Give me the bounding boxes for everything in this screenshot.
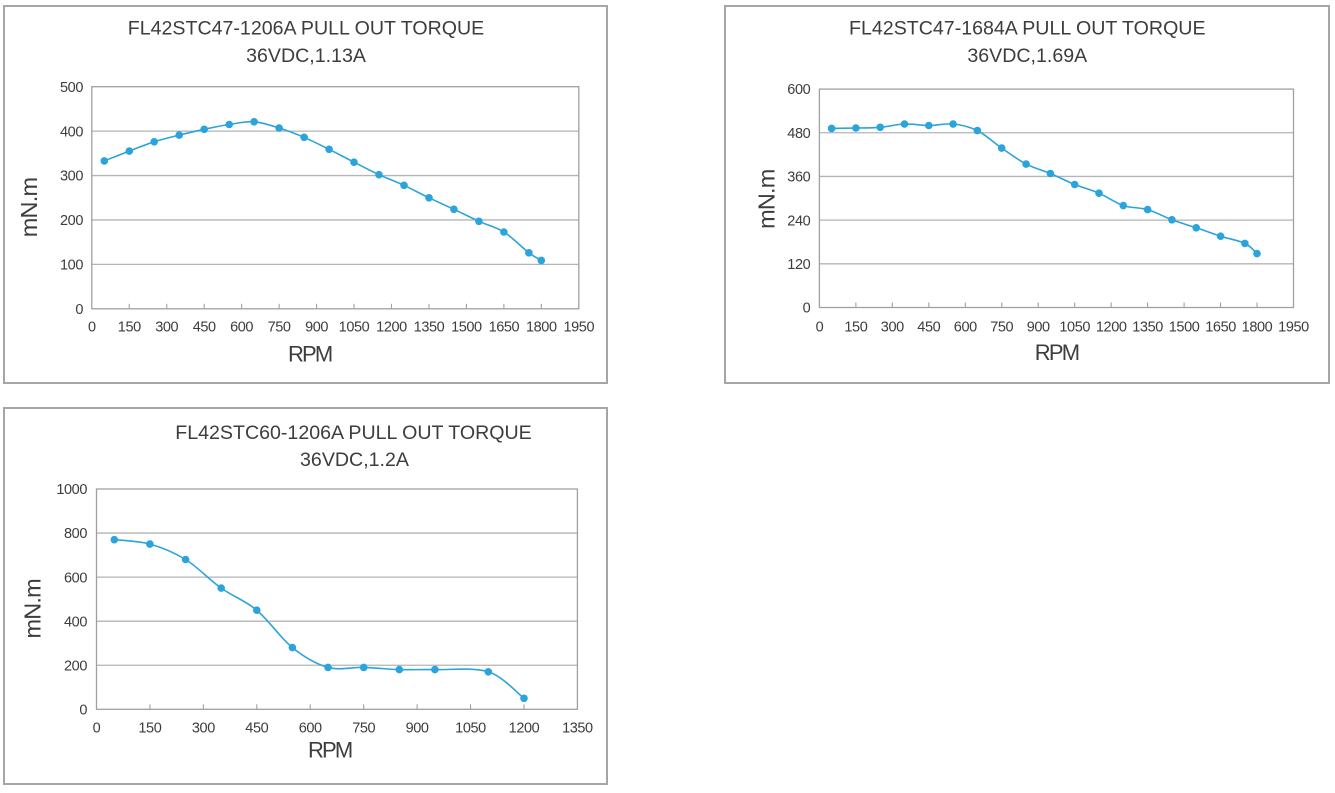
svg-text:mN.m: mN.m <box>20 579 46 639</box>
svg-text:1800: 1800 <box>526 319 557 335</box>
svg-text:0: 0 <box>816 320 824 336</box>
svg-text:150: 150 <box>844 320 867 336</box>
svg-text:600: 600 <box>230 319 253 335</box>
svg-text:600: 600 <box>64 570 87 586</box>
svg-text:1000: 1000 <box>56 482 87 498</box>
svg-text:600: 600 <box>299 720 322 736</box>
svg-text:0: 0 <box>93 720 101 736</box>
svg-text:300: 300 <box>192 720 215 736</box>
svg-text:RPM: RPM <box>288 341 332 366</box>
svg-text:900: 900 <box>406 720 429 736</box>
svg-text:360: 360 <box>787 170 810 186</box>
svg-text:500: 500 <box>60 80 83 96</box>
svg-text:1950: 1950 <box>563 319 594 335</box>
svg-text:450: 450 <box>917 320 940 336</box>
svg-text:120: 120 <box>787 257 810 273</box>
svg-text:1200: 1200 <box>376 319 407 335</box>
svg-text:1050: 1050 <box>1059 320 1090 336</box>
svg-text:400: 400 <box>60 124 83 140</box>
svg-text:1500: 1500 <box>451 319 482 335</box>
svg-text:1350: 1350 <box>1132 320 1163 336</box>
svg-text:300: 300 <box>60 169 83 185</box>
svg-text:750: 750 <box>268 319 291 335</box>
svg-text:0: 0 <box>803 301 811 317</box>
svg-text:mN.m: mN.m <box>16 178 42 238</box>
svg-text:800: 800 <box>64 526 87 542</box>
svg-text:RPM: RPM <box>308 738 352 763</box>
svg-text:0: 0 <box>88 319 96 335</box>
svg-text:750: 750 <box>352 720 375 736</box>
svg-text:200: 200 <box>60 213 83 229</box>
svg-text:480: 480 <box>787 126 810 142</box>
svg-text:1500: 1500 <box>1169 320 1200 336</box>
svg-text:300: 300 <box>881 320 904 336</box>
svg-text:150: 150 <box>138 720 161 736</box>
svg-text:mN.m: mN.m <box>753 169 779 229</box>
svg-text:RPM: RPM <box>1035 340 1079 365</box>
svg-text:1350: 1350 <box>562 720 593 736</box>
svg-text:450: 450 <box>245 720 268 736</box>
svg-text:0: 0 <box>75 302 83 318</box>
svg-text:1050: 1050 <box>339 319 370 335</box>
svg-text:1200: 1200 <box>1096 320 1127 336</box>
svg-text:36VDC,1.69A: 36VDC,1.69A <box>967 45 1088 67</box>
svg-text:200: 200 <box>64 658 87 674</box>
svg-text:1650: 1650 <box>489 319 520 335</box>
svg-text:0: 0 <box>79 702 87 718</box>
svg-text:36VDC,1.13A: 36VDC,1.13A <box>246 45 367 67</box>
svg-text:FL42STC47-1206A PULL OUT TORQU: FL42STC47-1206A PULL OUT TORQUE <box>128 18 484 40</box>
svg-text:1200: 1200 <box>509 720 540 736</box>
svg-text:FL42STC60-1206A PULL OUT TORQU: FL42STC60-1206A PULL OUT TORQUE <box>175 422 531 444</box>
svg-text:1800: 1800 <box>1242 320 1273 336</box>
svg-text:36VDC,1.2A: 36VDC,1.2A <box>300 449 410 471</box>
svg-text:240: 240 <box>787 213 810 229</box>
svg-text:600: 600 <box>954 320 977 336</box>
svg-text:FL42STC47-1684A PULL OUT TORQU: FL42STC47-1684A PULL OUT TORQUE <box>849 18 1205 40</box>
svg-text:150: 150 <box>118 319 141 335</box>
svg-text:1350: 1350 <box>414 319 445 335</box>
svg-text:900: 900 <box>305 319 328 335</box>
svg-text:400: 400 <box>64 614 87 630</box>
svg-text:1650: 1650 <box>1205 320 1236 336</box>
svg-text:750: 750 <box>990 320 1013 336</box>
svg-text:100: 100 <box>60 258 83 274</box>
svg-text:300: 300 <box>155 319 178 335</box>
svg-text:600: 600 <box>787 82 810 98</box>
svg-text:900: 900 <box>1027 320 1050 336</box>
svg-text:450: 450 <box>193 319 216 335</box>
svg-text:1050: 1050 <box>455 720 486 736</box>
svg-text:1950: 1950 <box>1278 320 1309 336</box>
